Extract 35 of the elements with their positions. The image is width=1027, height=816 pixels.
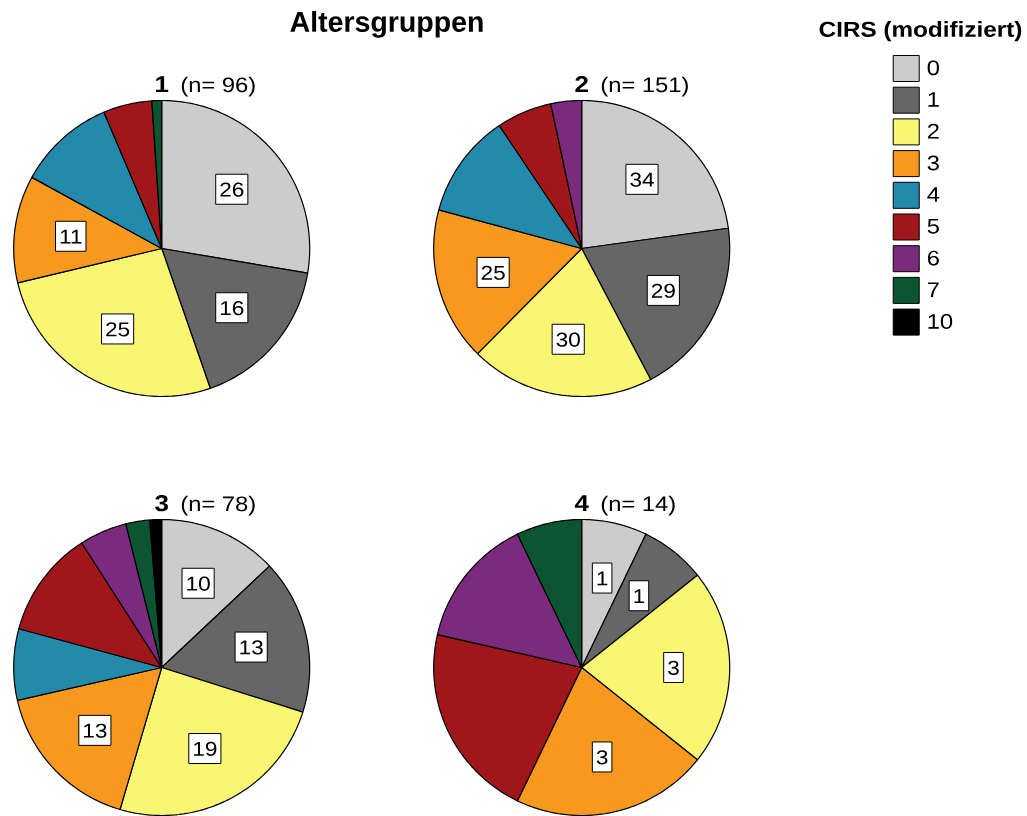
data-label: 3 <box>668 660 679 675</box>
legend-label: 4 <box>927 187 940 202</box>
data-label: 19 <box>194 741 217 756</box>
legend-label: 3 <box>927 155 939 171</box>
data-label: 13 <box>240 640 263 655</box>
text: 2 <box>575 75 588 93</box>
data-label: 11 <box>60 229 82 244</box>
data-label: 1 <box>597 571 608 586</box>
data-label: 13 <box>84 723 107 738</box>
text: Altersgruppen <box>290 11 483 38</box>
chart-subtitle: (n= 14) <box>601 495 675 516</box>
legend-title: CIRS (modifiziert) <box>819 21 1022 42</box>
data-label: 16 <box>220 301 244 316</box>
text: (n= 151) <box>601 76 688 97</box>
data-label: 3 <box>596 750 608 765</box>
legend-label: 2 <box>927 123 939 139</box>
data-label: 29 <box>651 283 675 298</box>
chart-title: 1 <box>156 76 169 93</box>
legend-label: 0 <box>927 60 939 76</box>
legend-label: 6 <box>927 250 939 266</box>
chart-title: 4 <box>574 495 589 512</box>
chart-subtitle: (n= 78) <box>181 495 255 516</box>
data-label: 25 <box>481 265 505 280</box>
data-label: 34 <box>630 172 654 187</box>
data-label: 30 <box>556 332 580 347</box>
legend-label: 1 <box>928 92 939 107</box>
legend-label: 5 <box>927 219 939 234</box>
data-label: 26 <box>220 182 244 197</box>
chart-title: 3 <box>155 495 168 512</box>
chart-subtitle: (n= 96) <box>181 76 255 97</box>
data-label: 1 <box>634 589 645 604</box>
legend-label: 10 <box>928 314 953 329</box>
legend-label: 7 <box>927 282 939 297</box>
data-label: 10 <box>187 576 210 591</box>
data-label: 25 <box>106 322 130 337</box>
